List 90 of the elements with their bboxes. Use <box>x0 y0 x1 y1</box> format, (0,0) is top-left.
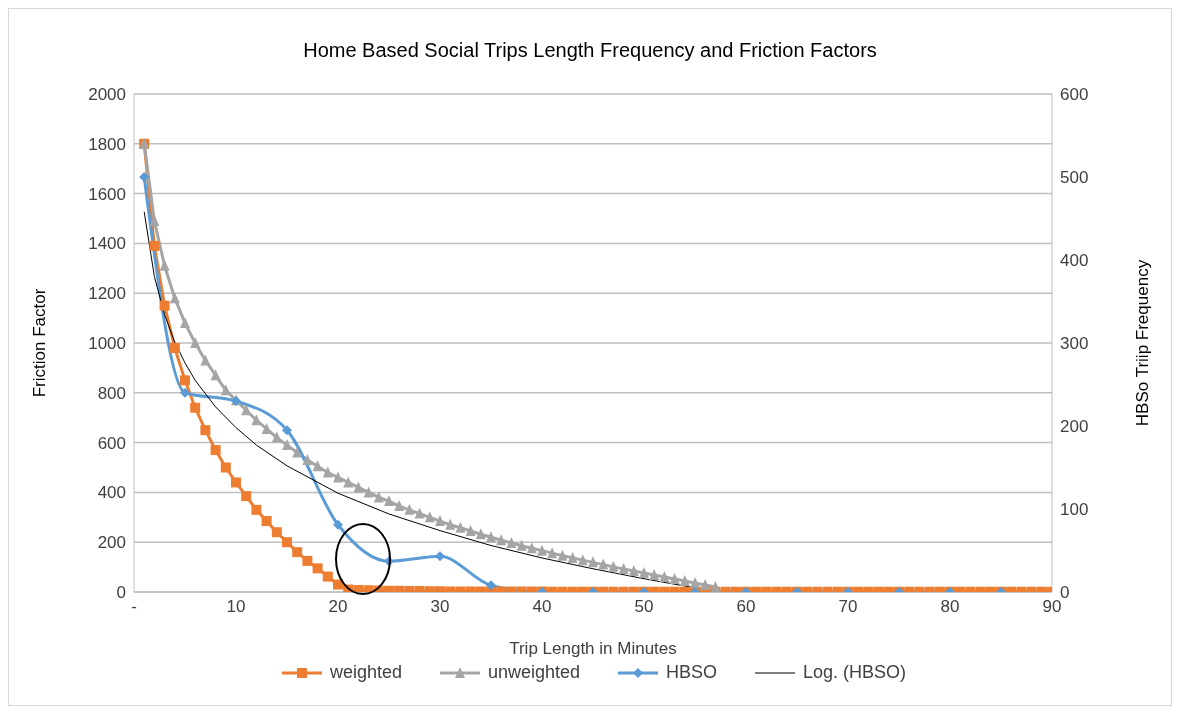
y-tick-label: 2000 <box>88 85 126 105</box>
point <box>649 569 660 581</box>
y2-tick-label: 100 <box>1060 500 1089 520</box>
y-tick-label: 1000 <box>88 334 126 354</box>
legend-label: weighted <box>328 662 402 683</box>
chart-title: Home Based Social Trips Length Frequency and Friction Factors <box>302 39 878 62</box>
point <box>373 491 384 503</box>
point <box>547 547 558 559</box>
point <box>394 500 405 512</box>
point <box>200 354 211 366</box>
point <box>302 454 313 466</box>
point <box>669 573 680 585</box>
y-tick-label: 1400 <box>88 234 126 254</box>
point <box>577 554 588 566</box>
point <box>414 507 425 519</box>
point <box>312 460 323 472</box>
point <box>608 560 619 572</box>
point <box>363 486 374 498</box>
point <box>333 471 343 483</box>
point <box>271 431 282 443</box>
x-axis-title: Trip Length in Minutes <box>509 639 677 658</box>
point <box>210 369 221 381</box>
x-tick-label: - <box>131 597 137 617</box>
x-tick-label: 10 <box>226 597 246 617</box>
y2-tick-label: 400 <box>1060 251 1089 271</box>
x-tick-label: 40 <box>532 597 552 617</box>
y-tick-label: 600 <box>97 433 126 453</box>
y-tick-label: 1600 <box>88 184 126 204</box>
y2-tick-label: 600 <box>1060 85 1089 105</box>
x-tick-label: 80 <box>940 597 960 617</box>
y2-tick-label: 200 <box>1060 417 1089 437</box>
y-tick-label: 400 <box>97 483 126 503</box>
point <box>567 551 578 563</box>
y2-tick-label: 300 <box>1060 334 1089 354</box>
point <box>384 495 394 507</box>
point <box>180 317 190 329</box>
point <box>282 425 292 436</box>
y2-axis-title: HBSo Triip Frequency <box>1133 259 1153 427</box>
point <box>618 563 629 575</box>
y-tick-label: 1200 <box>88 284 126 304</box>
point <box>588 556 598 568</box>
point <box>353 481 364 493</box>
point <box>190 337 201 348</box>
point <box>445 518 456 530</box>
point <box>333 519 343 530</box>
point <box>220 384 231 396</box>
point <box>506 536 517 548</box>
point <box>557 549 568 561</box>
y2-tick-label: 500 <box>1060 168 1089 188</box>
point <box>282 439 292 451</box>
point <box>465 525 476 536</box>
point <box>404 503 415 515</box>
point <box>343 476 354 488</box>
point <box>455 521 466 533</box>
legend-label: unweighted <box>486 662 581 683</box>
point <box>292 446 303 458</box>
point <box>690 577 700 589</box>
point <box>486 531 496 543</box>
x-tick-label: 60 <box>736 597 756 617</box>
x-tick-label: 20 <box>328 597 348 617</box>
point <box>526 542 537 554</box>
y-tick-label: 1800 <box>88 134 126 154</box>
y-tick-label: 0 <box>116 583 126 603</box>
x-tick-label: 70 <box>838 597 858 617</box>
point <box>322 466 333 478</box>
point <box>475 528 486 540</box>
point <box>496 534 507 546</box>
point <box>639 567 649 579</box>
point <box>700 579 711 591</box>
x-tick-label: 30 <box>430 597 450 617</box>
point <box>251 414 262 426</box>
point <box>169 292 180 304</box>
point <box>628 565 639 577</box>
point <box>424 511 435 523</box>
x-tick-label: 50 <box>634 597 654 617</box>
point <box>537 544 547 556</box>
legend-label: Log. (HBSO) <box>802 662 907 683</box>
point <box>435 515 445 527</box>
point <box>516 539 527 551</box>
point <box>180 387 190 398</box>
y-axis-title: Friction Factor <box>30 288 50 398</box>
point <box>598 558 609 570</box>
point <box>710 581 721 592</box>
y-tick-label: 800 <box>97 383 126 403</box>
point <box>659 571 670 583</box>
legend-label: HBSO <box>665 662 718 683</box>
y2-tick-label: 0 <box>1060 583 1070 603</box>
y-tick-label: 200 <box>97 533 126 553</box>
point <box>679 575 690 587</box>
x-tick-label: 90 <box>1042 597 1062 617</box>
